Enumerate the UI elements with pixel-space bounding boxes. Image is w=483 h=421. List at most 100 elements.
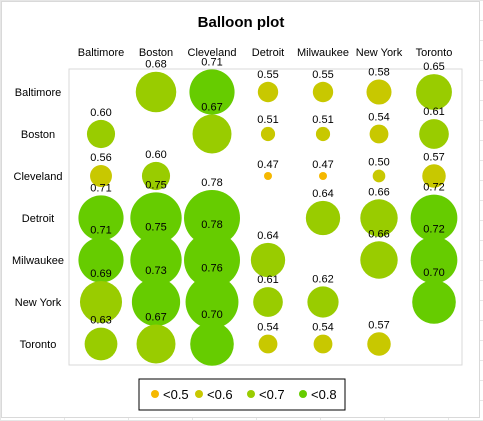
data-label-milwaukee-toronto: 0.72 [423,224,444,236]
data-label-cleveland-detroit: 0.47 [257,159,278,171]
data-label-new-york-toronto: 0.70 [423,267,444,279]
x-tick-detroit: Detroit [252,47,284,59]
bubble-baltimore-new-york [366,79,392,105]
bubble-cleveland-detroit [264,172,272,180]
legend-box [138,378,346,411]
bubble-new-york-cleveland [185,275,239,329]
bubble-toronto-milwaukee [313,334,333,354]
legend-label-2: <0.7 [259,387,285,402]
y-tick-detroit: Detroit [22,213,54,225]
data-label-toronto-boston: 0.67 [145,312,166,324]
bubble-boston-baltimore [86,119,116,149]
x-tick-new-york: New York [356,47,403,59]
data-label-toronto-cleveland: 0.70 [201,309,222,321]
data-label-toronto-milwaukee: 0.54 [312,322,333,334]
legend-marker-0 [151,390,159,398]
legend-marker-2 [247,390,255,398]
data-label-baltimore-toronto: 0.65 [423,61,444,73]
data-label-detroit-baltimore: 0.71 [90,182,111,194]
bubble-baltimore-cleveland [189,69,235,115]
legend-label-0: <0.5 [163,387,189,402]
bubble-boston-new-york [369,124,389,144]
bubble-baltimore-milwaukee [312,81,334,103]
x-tick-toronto: Toronto [416,47,453,59]
data-label-detroit-milwaukee: 0.64 [312,188,333,200]
bubble-detroit-milwaukee [305,200,341,236]
y-tick-toronto: Toronto [20,339,57,351]
bubble-new-york-baltimore [79,280,123,324]
y-axis-tick-labels: Baltimore Boston Cleveland Detroit Milwaukee… [12,87,64,351]
bubble-baltimore-detroit [257,81,279,103]
data-label-new-york-baltimore: 0.69 [90,268,111,280]
chart-title: Balloon plot [198,14,285,31]
bubble-new-york-boston [131,277,181,327]
bubble-boston-detroit [260,126,276,142]
bubble-toronto-new-york [367,332,391,356]
bubble-new-york-toronto [412,280,456,324]
data-label-new-york-detroit: 0.61 [257,274,278,286]
bubble-boston-milwaukee [315,126,331,142]
data-label-boston-detroit: 0.51 [257,114,278,126]
bubble-detroit-cleveland [184,190,240,246]
bubble-boston-cleveland [192,114,232,154]
data-label-cleveland-new-york: 0.50 [368,157,389,169]
data-label-boston-new-york: 0.54 [368,112,389,124]
bubble-milwaukee-toronto [410,236,458,284]
data-label-boston-toronto: 0.61 [423,106,444,118]
data-label-toronto-baltimore: 0.63 [90,315,111,327]
bubble-milwaukee-baltimore [78,237,124,283]
bubble-milwaukee-new-york [360,241,398,279]
data-label-detroit-toronto: 0.72 [423,182,444,194]
bubble-new-york-milwaukee [307,286,339,318]
data-label-milwaukee-baltimore: 0.71 [90,224,111,236]
bubble-milwaukee-cleveland [184,232,240,288]
bubble-cleveland-milwaukee [319,172,327,180]
data-label-baltimore-cleveland: 0.71 [201,56,222,68]
bubble-boston-toronto [419,119,449,149]
bubble-toronto-detroit [258,334,278,354]
data-label-cleveland-toronto: 0.57 [423,151,444,163]
bubble-detroit-new-york [360,199,398,237]
data-label-milwaukee-cleveland: 0.78 [201,219,222,231]
data-label-cleveland-baltimore: 0.56 [90,152,111,164]
bubble-detroit-boston [130,192,182,244]
bubble-milwaukee-boston [130,234,182,286]
bubble-detroit-toronto [410,194,458,242]
y-tick-new-york: New York [15,297,62,309]
bubble-baltimore-boston [135,71,177,113]
bubble-toronto-baltimore [84,327,118,361]
legend-marker-3 [299,390,307,398]
y-tick-baltimore: Baltimore [15,87,61,99]
data-label-cleveland-milwaukee: 0.47 [312,159,333,171]
data-label-toronto-detroit: 0.54 [257,322,278,334]
bubble-series [78,69,458,366]
x-axis-tick-labels: Baltimore Boston Cleveland Detroit Milwaukee… [78,47,453,59]
data-label-baltimore-milwaukee: 0.55 [312,69,333,81]
data-label-boston-baltimore: 0.60 [90,107,111,119]
legend-label-1: <0.6 [207,387,233,402]
data-label-baltimore-new-york: 0.58 [368,66,389,78]
y-tick-boston: Boston [21,129,55,141]
y-tick-milwaukee: Milwaukee [12,255,64,267]
bubble-cleveland-new-york [372,169,386,183]
legend[interactable]: <0.5 <0.6 <0.7 <0.8 [138,378,346,411]
legend-marker-1 [195,390,203,398]
data-label-baltimore-detroit: 0.55 [257,69,278,81]
y-tick-cleveland: Cleveland [14,171,63,183]
bubble-new-york-detroit [253,287,283,317]
data-label-new-york-boston: 0.73 [145,265,166,277]
x-tick-cleveland: Cleveland [188,47,237,59]
legend-label-3: <0.8 [311,387,337,402]
bubble-detroit-baltimore [78,195,124,241]
data-labels: 0.68 0.71 0.55 0.55 0.58 0.65 0.60 0.67 0.51 0.51… [90,56,444,333]
bubble-milwaukee-detroit [250,242,286,278]
data-label-detroit-cleveland: 0.78 [201,177,222,189]
data-label-boston-cleveland: 0.67 [201,102,222,114]
x-tick-milwaukee: Milwaukee [297,47,349,59]
x-tick-baltimore: Baltimore [78,47,124,59]
data-label-milwaukee-boston: 0.75 [145,221,166,233]
data-label-milwaukee-detroit: 0.64 [257,230,278,242]
